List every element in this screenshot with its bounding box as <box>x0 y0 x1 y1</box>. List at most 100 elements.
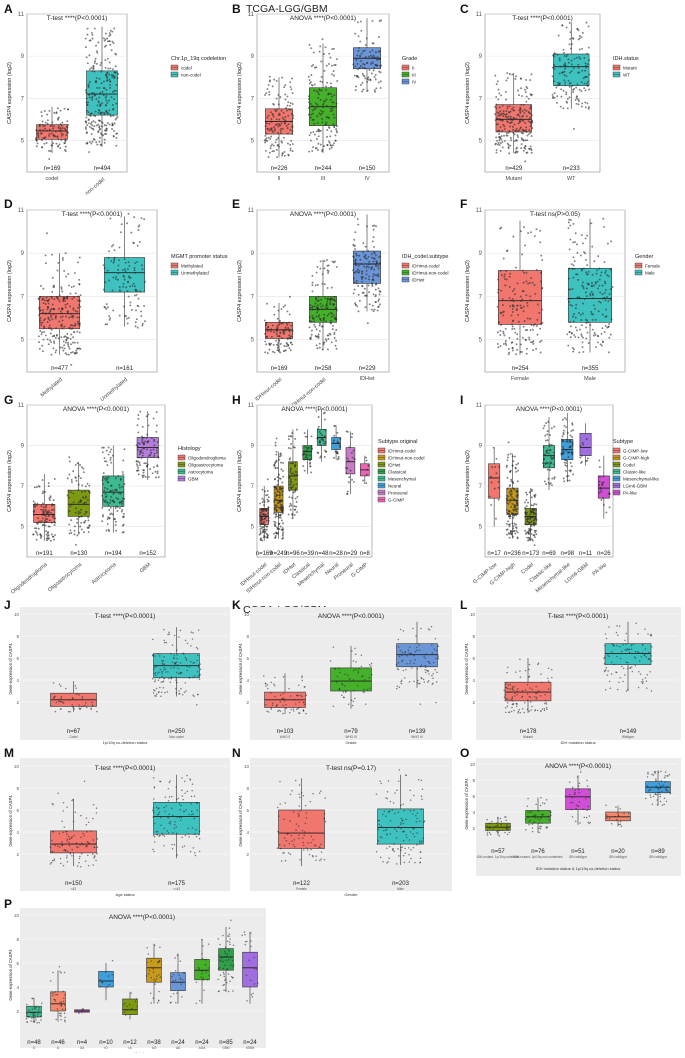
data-point <box>144 320 146 322</box>
data-point <box>610 288 612 290</box>
data-point <box>79 858 81 860</box>
legend-item: IDHmut-codel <box>412 264 440 269</box>
data-point <box>156 447 158 449</box>
data-point <box>290 325 292 327</box>
data-point <box>516 505 518 507</box>
data-point <box>111 49 113 51</box>
box-2 <box>154 802 200 834</box>
data-point <box>44 491 46 493</box>
panel-stat-title: ANOVA ****(P<0.0001) <box>516 406 582 413</box>
data-point <box>519 118 521 120</box>
data-point <box>528 112 530 114</box>
data-point <box>264 524 266 526</box>
data-point <box>184 845 186 847</box>
y-tick-label: 5 <box>21 338 25 344</box>
data-point <box>97 124 99 126</box>
data-point <box>279 523 281 525</box>
data-point <box>516 501 518 503</box>
data-point <box>635 622 637 624</box>
data-point <box>357 271 359 273</box>
data-point <box>174 655 176 657</box>
data-point <box>556 84 558 86</box>
data-point <box>96 63 98 65</box>
data-point <box>505 328 507 330</box>
data-point <box>286 324 288 326</box>
legend: Subtype.originalIDHmut-codelIDHmut-non-c… <box>378 439 425 503</box>
data-point <box>50 341 52 343</box>
data-point <box>272 103 274 105</box>
data-point <box>97 100 99 102</box>
data-point <box>284 123 286 125</box>
data-point <box>520 351 522 353</box>
data-point <box>140 315 142 317</box>
data-point <box>130 232 132 234</box>
data-point <box>331 316 333 318</box>
data-point <box>544 425 546 427</box>
data-point <box>651 646 653 648</box>
data-point <box>283 306 285 308</box>
data-point <box>47 338 49 340</box>
data-point <box>339 438 341 440</box>
data-point <box>154 841 156 843</box>
data-point <box>39 533 41 535</box>
data-point <box>571 436 573 438</box>
data-point <box>99 78 101 80</box>
data-point <box>553 426 555 428</box>
data-point <box>528 98 530 100</box>
data-point <box>277 494 279 496</box>
data-point <box>271 121 273 123</box>
data-point <box>90 143 92 145</box>
data-point <box>361 281 363 283</box>
data-point <box>510 453 512 455</box>
data-point <box>517 537 519 539</box>
data-point <box>48 526 50 528</box>
data-point <box>536 697 538 699</box>
data-point <box>541 682 543 684</box>
data-point <box>512 306 514 308</box>
data-point <box>590 222 592 224</box>
data-point <box>83 705 85 707</box>
data-point <box>585 65 587 67</box>
data-point <box>413 655 415 657</box>
data-point <box>354 698 356 700</box>
data-point <box>529 491 531 493</box>
data-point <box>99 64 101 66</box>
data-point <box>85 520 87 522</box>
data-point <box>596 273 598 275</box>
data-point <box>373 273 375 275</box>
data-point <box>115 530 117 532</box>
data-point <box>110 496 112 498</box>
data-point <box>562 419 564 421</box>
data-point <box>289 313 291 315</box>
data-point <box>646 687 648 689</box>
data-point <box>525 689 527 691</box>
data-point <box>566 439 568 441</box>
data-point <box>164 692 166 694</box>
data-point <box>571 332 573 334</box>
data-point <box>115 276 117 278</box>
data-point <box>530 125 532 127</box>
data-point <box>268 115 270 117</box>
data-point <box>334 337 336 339</box>
data-point <box>517 712 519 714</box>
data-point <box>75 476 77 478</box>
y-tick-label: 4 <box>246 678 249 683</box>
data-point <box>49 340 51 342</box>
data-point <box>140 217 142 219</box>
data-point <box>515 467 517 469</box>
data-point <box>53 308 55 310</box>
data-point <box>61 312 63 314</box>
data-point <box>427 681 429 683</box>
data-point <box>429 663 431 665</box>
data-point <box>427 670 429 672</box>
data-point <box>117 498 119 500</box>
data-point <box>74 533 76 535</box>
count-label: n=150 <box>359 166 377 172</box>
data-point <box>534 503 536 505</box>
data-point <box>65 688 67 690</box>
data-point <box>529 295 531 297</box>
data-point <box>528 669 530 671</box>
y-axis-label: CASP4 expression (log2) <box>237 450 243 512</box>
data-point <box>502 304 504 306</box>
data-point <box>108 109 110 111</box>
